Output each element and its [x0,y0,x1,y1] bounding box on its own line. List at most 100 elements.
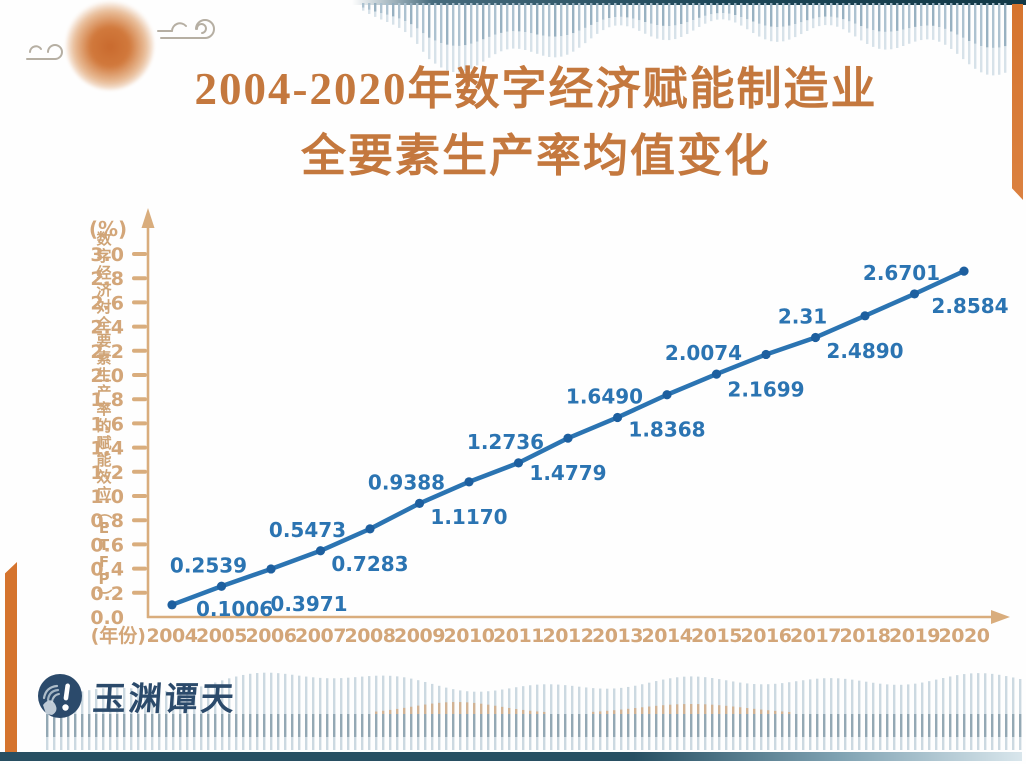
bottom-stripe-dark [151,714,154,737]
top-stripe-fade [680,24,683,37]
bottom-stripe-orange [592,711,595,714]
bottom-stripe-dark [263,714,266,737]
top-stripe [656,3,659,26]
top-stripe-fade [896,30,899,48]
bottom-stripe-dark [312,714,315,737]
top-stripe [488,3,491,37]
bottom-stripe-dark [81,714,84,737]
top-stripes-decoration [362,3,1007,76]
bottom-stripe-orange [445,702,448,714]
bottom-stripe-dark [186,714,189,737]
top-stripe-fade [806,20,809,31]
bottom-stripe-dark [963,714,966,737]
y-tick-label: 1.8 [90,389,124,411]
top-stripe-fade [956,34,959,54]
top-stripe [650,3,653,24]
x-year-label: 2009 [394,625,445,647]
top-stripe [908,3,911,29]
x-year-label: 2012 [543,625,594,647]
bottom-stripe-dark [340,714,343,737]
y-axis-title-char: F [98,553,110,571]
top-stripe [584,3,587,28]
bottom-stripe-dark [256,714,259,737]
top-stripe-fade [974,43,977,69]
top-stripe [452,3,455,46]
top-stripe-fade [482,39,485,62]
bottom-stripe [354,677,357,750]
bottom-stripe-dark [683,714,686,737]
data-point-label: 1.4779 [529,461,606,485]
bottom-stripe [963,674,966,750]
top-stripe [692,3,695,21]
top-stripe-fade [530,33,533,52]
bottom-stripe-orange [683,704,686,714]
bottom-stripe-dark [816,714,819,737]
top-stripe [548,3,551,37]
top-stripe-fade [404,21,407,33]
bottom-stripe-orange [760,709,763,714]
top-stripe [632,3,635,19]
y-tick-label: 2.8 [90,268,124,290]
top-stripe [698,3,701,18]
bottom-stripe-dark [648,714,651,737]
top-stripe [818,3,821,18]
bottom-stripe-orange [375,711,378,714]
bottom-stripe-dark [291,714,294,737]
bottom-stripe-orange [606,710,609,714]
top-stripe-fade [890,31,893,50]
bottom-stripe-dark [914,714,917,737]
x-year-label: 2016 [741,625,792,647]
top-stripe [728,3,731,14]
y-tick-label: 1.0 [90,486,124,508]
data-point-label: 2.1699 [727,377,804,401]
x-year-label: 2007 [295,625,346,647]
top-stripe-fade [518,31,521,49]
top-stripe [836,3,839,18]
top-stripe [422,3,425,34]
bottom-stripe-dark [900,714,903,737]
x-year-label: 2015 [691,625,742,647]
bottom-stripe-orange [487,704,490,714]
bottom-stripe-orange [697,704,700,714]
top-stripe-fade [560,36,563,57]
top-stripe [440,3,443,43]
bottom-stripe-dark [130,714,133,737]
top-stripe-fade [734,15,737,23]
bottom-stripe-dark [60,714,63,737]
bottom-stripe-dark [228,714,231,737]
data-point-label: 2.4890 [826,339,903,363]
top-stripe-fade [506,31,509,50]
bottom-stripe-dark [809,714,812,737]
top-stripe [596,3,599,23]
bottom-stripe-orange [522,709,525,714]
bottom-stripe-orange [655,705,658,714]
y-tick-label: 3.0 [90,244,124,266]
top-stripe [404,3,407,22]
y-tick-label: 2.0 [90,365,124,387]
bottom-stripe-dark [137,714,140,737]
data-point-label: 2.8584 [931,294,1008,318]
bottom-stripe-orange [732,706,735,714]
bottom-stripe-orange [641,707,644,714]
y-tick-label: 1.6 [90,413,124,435]
top-stripe-fade [554,36,557,58]
top-stripe [446,3,449,45]
top-stripe [434,3,437,41]
bottom-stripe-dark [858,714,861,737]
top-stripe [902,3,905,30]
top-teal-bar [352,0,1026,5]
bottom-stripe-dark [431,714,434,737]
top-stripe-fade [842,19,845,30]
y-axis-title-char: 数 [96,230,112,248]
sun-decoration [66,0,154,90]
bottom-stripe-dark [319,714,322,737]
bottom-stripe-dark [529,714,532,737]
bottom-stripe-dark [354,714,357,737]
top-stripe-fade [584,27,587,44]
cloud-hook [171,22,187,32]
bottom-stripe-dark [116,714,119,737]
data-point-label: 0.2539 [170,553,247,577]
bottom-stripe [242,674,245,750]
top-stripe [686,3,689,23]
top-stripe-fade [776,27,779,42]
